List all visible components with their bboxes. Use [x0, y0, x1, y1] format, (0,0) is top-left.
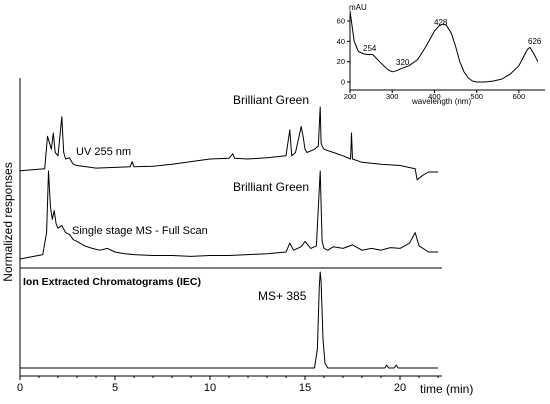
inset-x-tick-label: 400	[428, 92, 441, 101]
x-tick-label: 15	[299, 382, 311, 394]
x-tick-label: 10	[204, 382, 216, 394]
inset-peak-label: 254	[363, 44, 377, 53]
inset-spectrum: 200 300 400 500 600 0 20 40 60 mAU wavelength (n…	[337, 3, 545, 106]
inset-x-tick-label: 300	[386, 92, 399, 101]
inset-y-tick-label: 20	[337, 57, 345, 66]
uv-trace	[19, 106, 438, 181]
inset-y-tick-label: 0	[341, 78, 345, 87]
x-tick-label: 0	[17, 382, 23, 394]
inset-peak-label: 320	[396, 58, 410, 67]
ms385-trace	[20, 271, 438, 369]
inset-y-unit: mAU	[349, 3, 367, 12]
iec-heading: Ion Extracted Chromatograms (IEC)	[23, 276, 201, 288]
y-axis-label: Normalized responses	[1, 162, 15, 281]
ms-full-scan-trace	[19, 170, 438, 260]
x-axis-label: time (min)	[420, 382, 473, 396]
inset-peak-label: 428	[434, 18, 448, 27]
x-tick-label: 20	[394, 382, 406, 394]
inset-x-tick-label: 200	[344, 92, 357, 101]
uv-vis-spectrum-trace	[349, 10, 539, 83]
inset-y-tick-label: 40	[337, 37, 345, 46]
ms-trace-label: Single stage MS - Full Scan	[72, 225, 208, 237]
ms-peak-label: Brilliant Green	[233, 180, 309, 194]
inset-x-tick-label: 500	[470, 92, 483, 101]
inset-peak-label: 626	[528, 37, 542, 46]
inset-x-tick-label: 600	[513, 92, 526, 101]
uv-trace-label: UV 255 nm	[76, 146, 131, 158]
inset-y-tick-label: 60	[337, 17, 345, 26]
uv-peak-label: Brilliant Green	[233, 93, 309, 107]
inset-x-label: wavelength (nm)	[411, 97, 471, 106]
iec-trace-label: MS+ 385	[258, 289, 307, 303]
x-tick-label: 5	[112, 382, 118, 394]
